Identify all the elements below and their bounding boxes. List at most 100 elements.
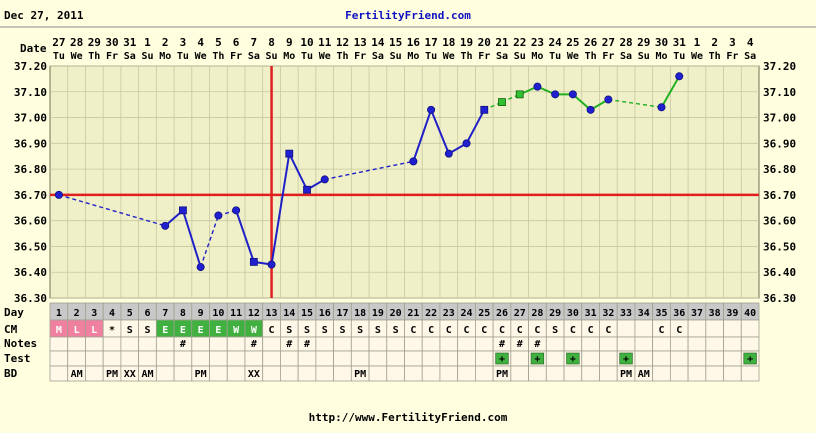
test-cell xyxy=(457,350,476,367)
day-value: 26 xyxy=(496,308,508,319)
cm-cell xyxy=(687,319,707,338)
temp-line-segment xyxy=(608,98,662,108)
test-value: + xyxy=(747,354,753,365)
test-cell xyxy=(244,350,264,367)
date-day-label: 17 xyxy=(424,36,437,49)
temp-line-segment xyxy=(270,153,291,265)
weekday-label: Su xyxy=(141,51,153,62)
cm-value: M xyxy=(56,325,62,336)
notes-value: # xyxy=(304,339,310,350)
weekday-label: We xyxy=(195,51,207,62)
bd-cell xyxy=(404,365,423,382)
cm-value: C xyxy=(446,325,452,336)
notes-cell xyxy=(599,336,618,352)
temp-line-segment xyxy=(660,75,681,108)
weekday-label: Fr xyxy=(602,51,614,62)
day-value: 12 xyxy=(248,308,260,319)
notes-cell xyxy=(545,336,565,352)
weekday-label: Th xyxy=(88,51,100,62)
cm-value: C xyxy=(570,325,576,336)
bd-cell xyxy=(280,365,299,382)
cm-value: C xyxy=(410,325,416,336)
date-day-label: 30 xyxy=(105,36,118,49)
bd-cell xyxy=(297,365,317,382)
weekday-label: We xyxy=(71,51,83,62)
bd-cell xyxy=(315,365,335,382)
test-cell xyxy=(120,350,140,367)
test-cell xyxy=(421,350,441,367)
test-positive-box xyxy=(566,352,580,365)
notes-cell xyxy=(421,336,441,352)
y-tick-label-left: 36.80 xyxy=(14,163,47,176)
row-label-cm: CM xyxy=(4,323,18,336)
bd-cell xyxy=(687,365,707,382)
weekday-label: Mo xyxy=(407,51,419,62)
weekday-label: Sa xyxy=(496,51,508,62)
test-cell xyxy=(439,350,459,367)
date-day-label: 15 xyxy=(389,36,402,49)
y-tick-label-right: 36.80 xyxy=(763,163,796,176)
date-day-label: 19 xyxy=(460,36,473,49)
cm-value: S xyxy=(339,325,345,336)
day-value: 17 xyxy=(336,308,348,319)
notes-value: # xyxy=(286,339,292,350)
day-value: 8 xyxy=(180,308,186,319)
y-tick-label-left: 37.10 xyxy=(14,86,47,99)
weekday-label: Mo xyxy=(655,51,667,62)
date-day-label: 3 xyxy=(180,36,187,49)
date-day-label: 14 xyxy=(371,36,385,49)
cm-value: C xyxy=(676,325,682,336)
test-value: + xyxy=(623,354,629,365)
weekday-label: We xyxy=(691,51,703,62)
bd-cell xyxy=(155,365,175,382)
test-cell xyxy=(297,350,317,367)
weekday-label: Th xyxy=(585,51,597,62)
temp-point xyxy=(267,260,276,269)
date-day-label: 26 xyxy=(584,36,598,49)
y-tick-label-right: 36.30 xyxy=(763,292,796,305)
day-value: 9 xyxy=(198,308,204,319)
day-value: 5 xyxy=(127,308,133,319)
test-cell xyxy=(138,350,157,367)
test-cell xyxy=(404,350,423,367)
date-day-label: 13 xyxy=(354,36,367,49)
bd-cell xyxy=(333,365,352,382)
bd-value: PM xyxy=(620,369,632,380)
day-value: 33 xyxy=(620,308,632,319)
cm-value: S xyxy=(393,325,399,336)
weekday-label: Su xyxy=(390,51,402,62)
weekday-label: Th xyxy=(461,51,473,62)
bd-value: XX xyxy=(124,369,136,380)
notes-cell xyxy=(226,336,246,352)
notes-cell xyxy=(386,336,405,352)
test-cell xyxy=(191,350,210,367)
temp-line-segment xyxy=(181,210,202,268)
date-day-label: 28 xyxy=(619,36,632,49)
cm-value: C xyxy=(269,325,275,336)
weekday-label: Mo xyxy=(159,51,171,62)
date-day-label: 8 xyxy=(268,36,275,49)
notes-cell xyxy=(669,336,689,352)
bd-cell xyxy=(510,365,529,382)
bd-cell xyxy=(723,365,742,382)
bd-cell xyxy=(545,365,565,382)
notes-cell xyxy=(563,336,583,352)
cm-value: W xyxy=(233,325,240,336)
day-value: 38 xyxy=(709,308,721,319)
bd-value: AM xyxy=(638,369,650,380)
test-cell xyxy=(262,350,281,367)
weekday-label: Tu xyxy=(673,51,685,62)
test-cell xyxy=(315,350,335,367)
test-cell xyxy=(368,350,388,367)
cm-value: E xyxy=(162,325,168,336)
cm-value: S xyxy=(304,325,310,336)
y-tick-label-right: 36.50 xyxy=(763,240,796,253)
notes-cell xyxy=(120,336,140,352)
bd-cell xyxy=(209,365,228,382)
date-day-label: 12 xyxy=(336,36,349,49)
date-day-label: 22 xyxy=(513,36,526,49)
weekday-label: We xyxy=(567,51,579,62)
bd-cell xyxy=(421,365,441,382)
notes-cell xyxy=(581,336,600,352)
weekday-label: We xyxy=(319,51,331,62)
